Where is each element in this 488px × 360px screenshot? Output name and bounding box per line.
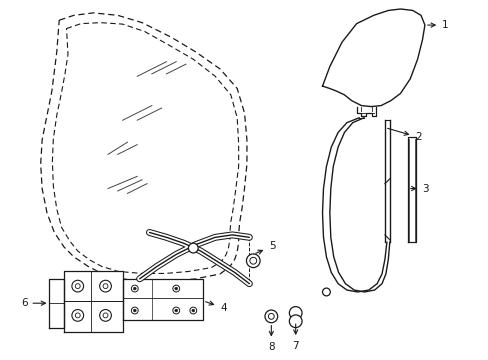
Text: 6: 6 bbox=[21, 298, 45, 308]
Polygon shape bbox=[122, 279, 203, 320]
Circle shape bbox=[191, 309, 194, 312]
Circle shape bbox=[72, 280, 83, 292]
Polygon shape bbox=[356, 107, 375, 116]
Circle shape bbox=[131, 285, 138, 292]
Text: 2: 2 bbox=[387, 128, 421, 142]
Circle shape bbox=[289, 307, 302, 319]
Circle shape bbox=[133, 287, 136, 290]
Circle shape bbox=[103, 313, 108, 318]
Text: 4: 4 bbox=[205, 301, 226, 313]
Circle shape bbox=[75, 284, 80, 289]
Circle shape bbox=[172, 285, 179, 292]
Circle shape bbox=[189, 307, 196, 314]
Circle shape bbox=[100, 280, 111, 292]
Text: 1: 1 bbox=[427, 20, 447, 30]
Circle shape bbox=[289, 315, 302, 328]
Circle shape bbox=[322, 288, 330, 296]
Circle shape bbox=[103, 284, 108, 289]
Text: 5: 5 bbox=[255, 241, 275, 254]
Text: 8: 8 bbox=[267, 325, 274, 352]
Circle shape bbox=[264, 310, 277, 323]
Circle shape bbox=[246, 254, 260, 267]
Polygon shape bbox=[49, 279, 64, 328]
Circle shape bbox=[249, 257, 256, 264]
Circle shape bbox=[72, 310, 83, 321]
Circle shape bbox=[268, 314, 274, 319]
Circle shape bbox=[131, 307, 138, 314]
Circle shape bbox=[172, 307, 179, 314]
Circle shape bbox=[188, 243, 198, 253]
Circle shape bbox=[174, 287, 177, 290]
Circle shape bbox=[174, 309, 177, 312]
Circle shape bbox=[75, 313, 80, 318]
Circle shape bbox=[100, 310, 111, 321]
Text: 3: 3 bbox=[410, 184, 428, 194]
Circle shape bbox=[133, 309, 136, 312]
Polygon shape bbox=[407, 137, 415, 242]
Text: 7: 7 bbox=[292, 324, 298, 351]
Polygon shape bbox=[64, 271, 122, 333]
